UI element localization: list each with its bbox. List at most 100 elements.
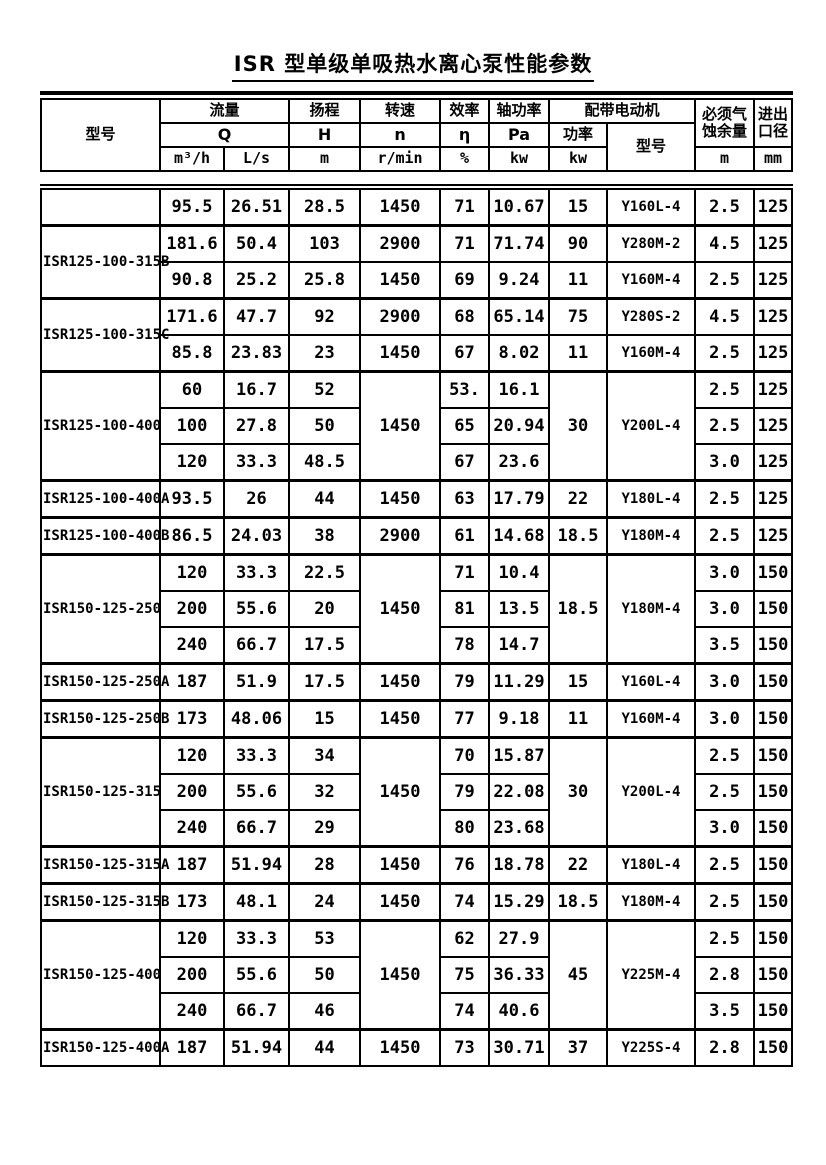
cell-motor-model: Y225M-4 [606,919,696,1031]
header-row-3: m³/h L/s m r/min % kw kw m mm [41,146,794,172]
cell-efficiency: 78 [439,626,490,665]
unit-kw-motor: kw [548,146,609,172]
table-row: 120 33.3 48.5 67 23.6 3.0 125 [41,443,793,482]
cell-shaft-power: 13.5 [488,590,550,628]
cell-speed: 1450 [359,479,441,519]
col-header-motor: 配带电动机 [548,98,697,124]
cell-diameter: 125 [753,516,793,556]
col-header-shaft-power: 轴功率 [488,98,551,124]
cell-flow-m3h: 100 [159,407,225,445]
cell-motor-model: Y225S-4 [606,1028,696,1067]
cell-flow-m3h: 95.5 [159,188,225,227]
npsh-label-line2: 蚀余量 [702,122,748,140]
cell-diameter: 150 [753,736,793,775]
cell-motor-model: Y180M-4 [606,882,696,922]
cell-diameter: 150 [753,699,793,739]
cell-npsh: 3.5 [694,626,755,665]
cell-flow-m3h: 90.8 [159,261,225,300]
cell-motor-power: 11 [548,334,608,373]
cell-head: 32 [288,773,361,811]
cell-head: 23 [288,334,361,373]
col-header-eff: 效率 [439,98,491,124]
cell-efficiency: 75 [439,956,490,994]
cell-efficiency: 67 [439,443,490,482]
cell-model: ISR150-125-315B [40,882,169,922]
cell-flow-m3h: 240 [159,626,225,665]
cell-shaft-power: 9.24 [488,261,550,300]
cell-shaft-power: 11.29 [488,662,550,702]
cell-diameter: 150 [753,553,793,592]
cell-head: 22.5 [288,553,361,592]
cell-motor-model: Y160L-4 [606,188,696,227]
table-row: ISR125-100-400A 93.5 26 44 1450 63 17.79 22 Y180… [40,479,793,519]
cell-model: ISR125-100-400B [40,516,169,556]
table-row: ISR125-100-400B 86.5 24.03 38 2900 61 14.68 18.… [40,516,793,556]
cell-diameter: 150 [753,809,793,848]
table-row: 90.8 25.2 25.8 1450 69 9.24 11 Y160M-4 2.5 125 [41,261,793,300]
table-row: 240 66.7 46 74 40.6 3.5 150 [41,992,793,1031]
cell-flow-m3h: 187 [159,1028,225,1067]
cell-diameter: 150 [753,662,793,702]
col-header-head: 扬程 [288,98,362,124]
cell-flow-m3h: 173 [159,882,225,922]
cell-speed: 2900 [359,224,441,263]
cell-diameter: 150 [753,1028,793,1067]
cell-speed: 1450 [359,334,441,373]
table-row: ISR125-100-315B 181.6 50.4 103 2900 71 71.74 90… [40,224,793,300]
cell-head: 92 [288,297,361,336]
cell-head: 17.5 [288,626,361,665]
cell-flow-ls: 51.94 [223,845,290,885]
cell-head: 103 [288,224,361,263]
cell-head: 34 [288,736,361,775]
cell-npsh: 2.5 [694,334,755,373]
cell-efficiency: 79 [439,773,490,811]
cell-npsh: 2.8 [694,956,755,994]
cell-head: 28 [288,845,361,885]
table-row: ISR150-125-315 120 33.3 34 1450 70 15.87 30 Y200… [40,736,793,848]
cell-efficiency: 65 [439,407,490,445]
cell-motor-power: 15 [548,662,608,702]
cell-shaft-power: 14.68 [488,516,550,556]
cell-flow-ls: 47.7 [223,297,290,336]
cell-speed: 1450 [359,882,441,922]
cell-motor-model: Y160L-4 [606,662,696,702]
cell-shaft-power: 71.74 [488,224,550,263]
cell-flow-ls: 51.94 [223,1028,290,1067]
cell-model: ISR150-125-250A [40,662,169,702]
cell-speed: 1450 [359,919,441,1031]
cell-shaft-power: 14.7 [488,626,550,665]
unit-kw-shaft: kw [488,146,551,172]
cell-npsh: 3.0 [694,699,755,739]
cell-shaft-power: 65.14 [488,297,550,336]
cell-diameter: 150 [753,626,793,665]
cell-efficiency: 74 [439,882,490,922]
cell-head: 52 [288,370,361,409]
cell-efficiency: 70 [439,736,490,775]
cell-shaft-power: 27.9 [488,919,550,958]
header-row-1: 型号 流量 扬程 转速 效率 轴功率 配带电动机 必须气 蚀余量 进出 口径 [40,98,794,172]
cell-motor-model: Y180M-4 [606,553,696,665]
cell-diameter: 125 [753,188,793,227]
cell-efficiency: 80 [439,809,490,848]
cell-motor-model: Y180L-4 [606,845,696,885]
cell-shaft-power: 23.68 [488,809,550,848]
cell-flow-ls: 50.4 [223,224,290,263]
col-header-motor-model: 型号 [606,122,697,172]
symbol-shaft-power: Pa [488,122,551,148]
cell-flow-m3h: 120 [159,553,225,592]
cell-flow-ls: 26 [223,479,290,519]
cell-flow-m3h: 120 [159,919,225,958]
cell-efficiency: 53. [439,370,490,409]
cell-diameter: 150 [753,882,793,922]
cell-efficiency: 76 [439,845,490,885]
cell-model: ISR150-125-315 [40,736,161,848]
cell-npsh: 4.5 [694,297,755,336]
cell-head: 50 [288,407,361,445]
cell-shaft-power: 15.87 [488,736,550,775]
cell-npsh: 2.5 [694,188,755,227]
cell-motor-model: Y180M-4 [606,516,696,556]
body-top-rule [40,184,793,186]
cell-flow-ls: 66.7 [223,626,290,665]
cell-model: ISR125-100-315C [40,297,169,373]
cell-speed: 1450 [359,736,441,848]
